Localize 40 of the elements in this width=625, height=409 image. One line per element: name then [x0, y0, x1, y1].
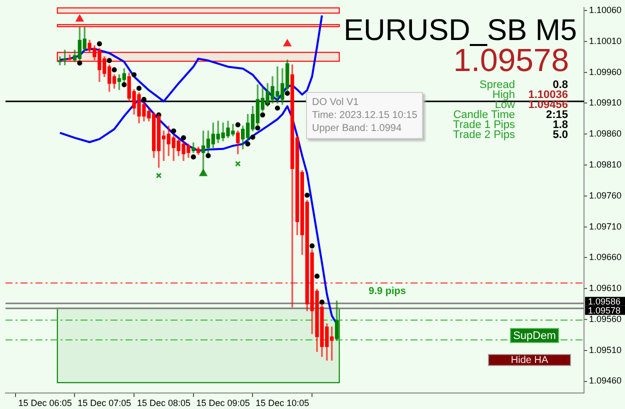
annotation: Trade 1 Pips — [453, 119, 515, 131]
y-tick-label: 1.09660 — [589, 252, 622, 262]
y-tick-label: 1.09560 — [589, 314, 622, 324]
x-tick-label: 15 Dec 07:05 — [78, 398, 132, 408]
annotation: 1.8 — [552, 119, 568, 131]
y-tick-label: 1.09710 — [589, 221, 622, 232]
x-tick-label: 15 Dec 09:05 — [196, 398, 250, 408]
ref-line-label: 9.9 pips — [368, 286, 406, 297]
x-tick-label: 15 Dec 08:05 — [136, 398, 190, 408]
annotation: 0.8 — [552, 79, 568, 91]
ref-line-label: 1.09578 — [588, 305, 621, 316]
y-tick-label: 1.09460 — [589, 376, 622, 386]
y-tick-label: 1.09960 — [589, 66, 622, 77]
annotation: Time: 2023.12.15 10:15 — [312, 109, 418, 122]
x-tick-label: 15 Dec 06:05 — [18, 398, 72, 408]
y-tick-label: 1.10060 — [589, 4, 622, 15]
y-tick-label: 1.09910 — [589, 98, 622, 108]
annotation: 5.0 — [552, 129, 568, 141]
chart-title: EURUSD_SB M5 — [344, 14, 577, 47]
button: SupDem — [510, 328, 559, 343]
annotation: Spread — [480, 79, 515, 91]
annotation: 1.10036 — [528, 89, 568, 101]
button: Hide HA — [488, 354, 571, 366]
annotation: Trade 2 Pips — [453, 129, 515, 141]
y-tick-label: 1.10010 — [589, 36, 622, 46]
annotation: Low — [494, 99, 515, 111]
y-tick-label: 1.09610 — [589, 283, 622, 294]
annotation: High — [492, 89, 515, 101]
y-tick-label: 1.09860 — [589, 128, 622, 139]
y-tick-label: 1.09810 — [589, 159, 622, 170]
ref-line-label: 1.09586 — [588, 296, 621, 306]
tooltip: DO Vol V1 Time: 2023.12.15 10:15 Upper Band: 1.0994 — [306, 92, 424, 139]
annotation: DO Vol V1 — [312, 96, 360, 109]
annotation: Upper Band: 1.0994 — [312, 122, 403, 135]
annotation: 1.09456 — [528, 99, 568, 111]
x-tick-label: 15 Dec 10:05 — [256, 398, 310, 408]
y-tick-label: 1.09510 — [589, 344, 622, 355]
annotation: 2:15 — [546, 109, 568, 121]
annotation: Candle Time — [453, 109, 515, 121]
y-tick-label: 1.09760 — [589, 190, 622, 200]
